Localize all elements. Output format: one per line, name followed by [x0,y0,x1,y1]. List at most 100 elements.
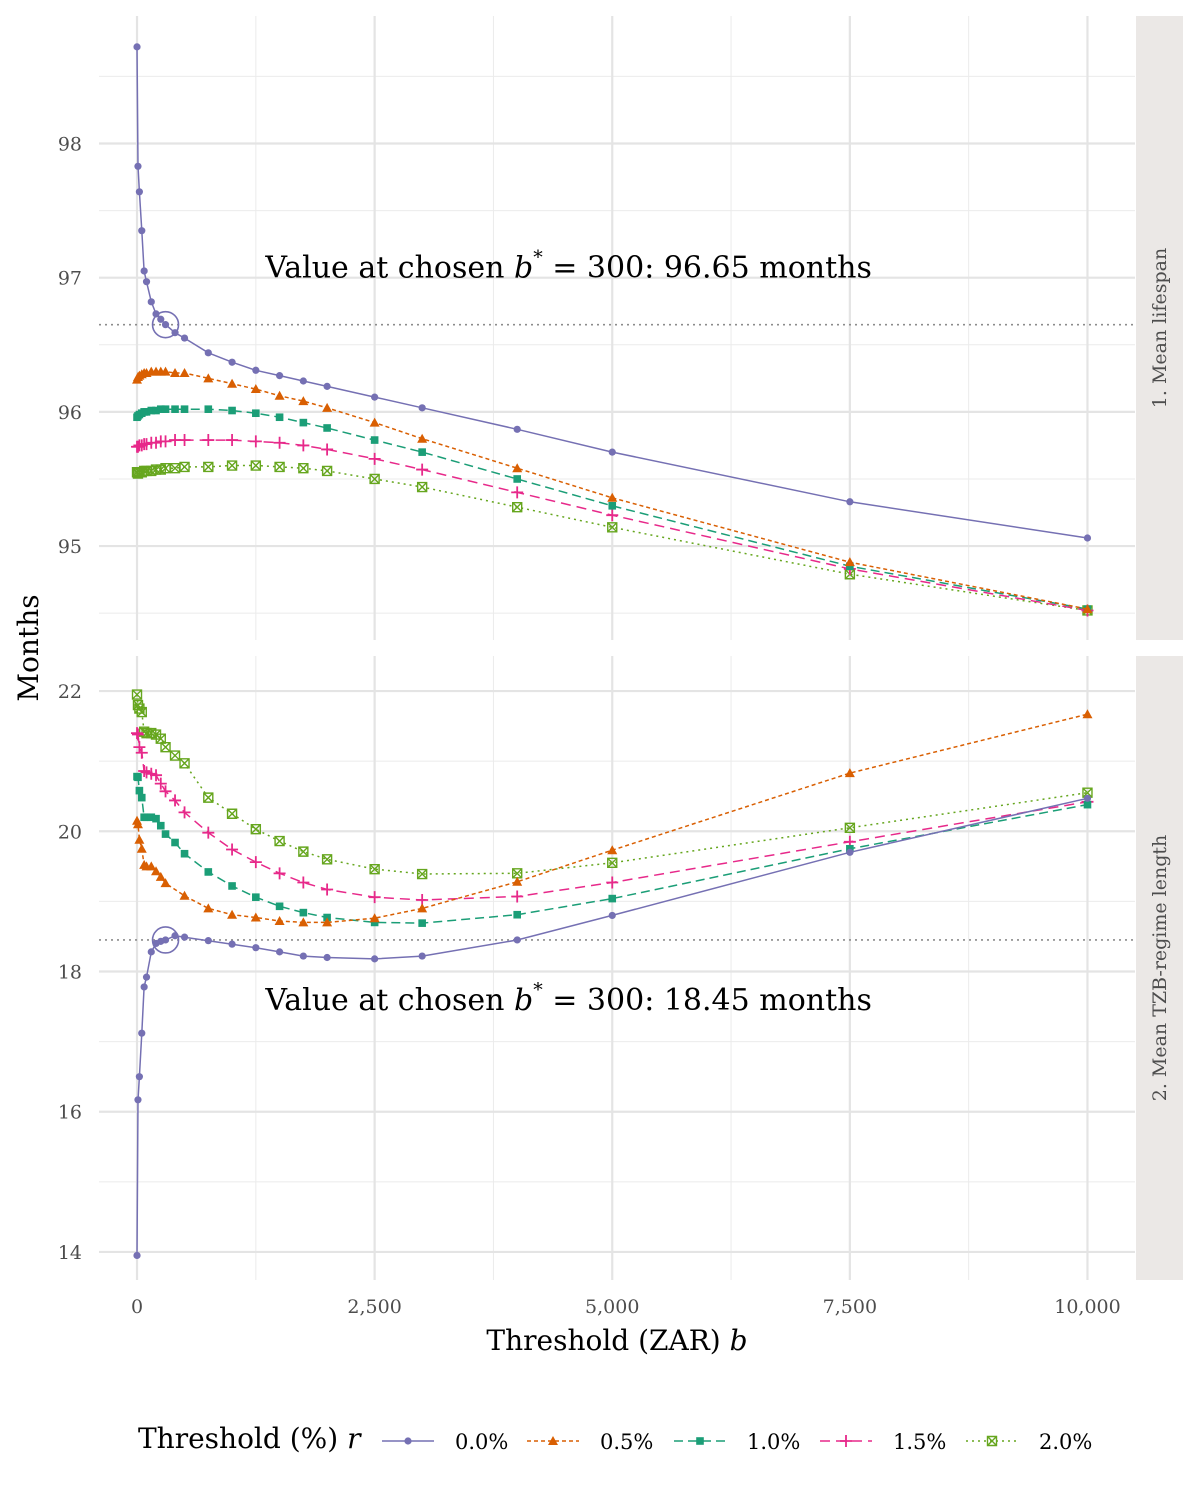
data-point [368,452,381,465]
data-point [135,746,148,759]
data-point [1082,709,1093,719]
legend-entry-1.0%: 1.0% [674,1430,800,1454]
data-point [297,876,310,889]
y-tick-label: 95 [58,536,82,558]
series-line [136,464,1088,612]
series-0.5% [132,709,1093,927]
data-point [136,843,147,853]
data-point [252,409,260,418]
legend: Threshold (%) r 0.0% 0.5% 1.0% 1.5% 2.0% [138,1422,1092,1455]
data-point [250,384,261,394]
data-point [134,834,145,844]
strip-background [1136,656,1183,1280]
data-point [416,481,428,493]
data-point [169,794,182,807]
x-tick-label: 10,000 [1054,1296,1120,1318]
data-point [133,741,146,754]
data-point [203,792,214,803]
y-tick-label: 98 [58,133,82,155]
data-point [416,868,428,880]
y-tick-label: 97 [58,268,82,290]
data-point [275,902,284,911]
data-point [179,367,190,377]
annotation-sup: * [533,979,543,1001]
y-axis-title: Months [12,594,45,701]
data-point [370,918,379,927]
data-point [203,903,214,913]
data-point [606,509,619,522]
series-line [136,775,1088,924]
y-tick-label: 14 [58,1242,82,1264]
legend-label: 0.0% [455,1430,508,1454]
data-point [371,393,379,401]
data-point [844,822,856,833]
data-point [178,434,191,447]
data-point [228,940,236,948]
data-point [369,473,380,485]
legend-label: 1.5% [893,1430,946,1454]
data-point [138,764,151,777]
data-point [417,903,428,913]
data-point [298,917,309,927]
y-tick-label: 16 [58,1102,82,1124]
data-point [204,868,213,876]
data-point [180,933,189,941]
data-point [180,405,189,413]
data-point [160,878,171,888]
data-point [369,417,380,427]
data-point [275,372,284,380]
data-point [1083,794,1092,802]
data-point [147,813,156,822]
data-point [299,418,308,427]
data-point [138,1029,146,1037]
data-point [226,808,238,819]
data-point [179,461,190,473]
data-point [202,826,215,839]
data-point [512,463,523,473]
data-point [134,162,142,170]
data-point [159,785,172,798]
legend-label: 0.5% [600,1430,653,1454]
data-point [226,460,238,471]
data-point [274,916,285,926]
data-point [250,912,261,922]
legend-entry-0.0%: 0.0% [382,1430,508,1454]
data-point [299,908,308,917]
data-point [161,936,170,944]
data-point [180,849,189,858]
data-point [607,492,618,502]
data-point [513,910,522,919]
legend-items: 0.0% 0.5% 1.0% 1.5% 2.0% [382,1430,1092,1454]
strip-background [1136,16,1183,640]
data-point [252,893,260,901]
series-1.0% [133,405,1092,613]
strip-label: 1. Mean lifespan [1149,248,1171,408]
data-point [252,944,260,952]
data-point [227,909,238,919]
data-point [136,706,147,718]
annotation-var: b [514,983,533,1018]
panel-1: 95 96 97 98 1. Mean lifespan Value at chosen … [58,16,1183,640]
data-point [204,349,212,357]
highlight-circle [151,310,180,339]
x-tick-label: 2,500 [347,1296,401,1318]
legend-entry-1.5%: 1.5% [820,1430,946,1454]
data-point [147,948,155,956]
data-point [250,460,262,471]
data-point [160,741,171,753]
data-point [171,405,179,413]
series-2.0% [131,689,1093,880]
data-point [844,557,855,567]
data-point [152,814,160,823]
series-line [136,797,1088,1256]
data-point [846,498,854,506]
data-point [606,876,619,889]
data-point [146,861,157,871]
data-point [228,406,236,415]
y-tick-label: 18 [58,962,82,984]
annotation-var: b [514,251,533,286]
data-point [299,377,307,385]
legend-entry-0.5%: 0.5% [527,1430,653,1454]
data-point [135,1073,143,1081]
series-line [136,713,1088,924]
